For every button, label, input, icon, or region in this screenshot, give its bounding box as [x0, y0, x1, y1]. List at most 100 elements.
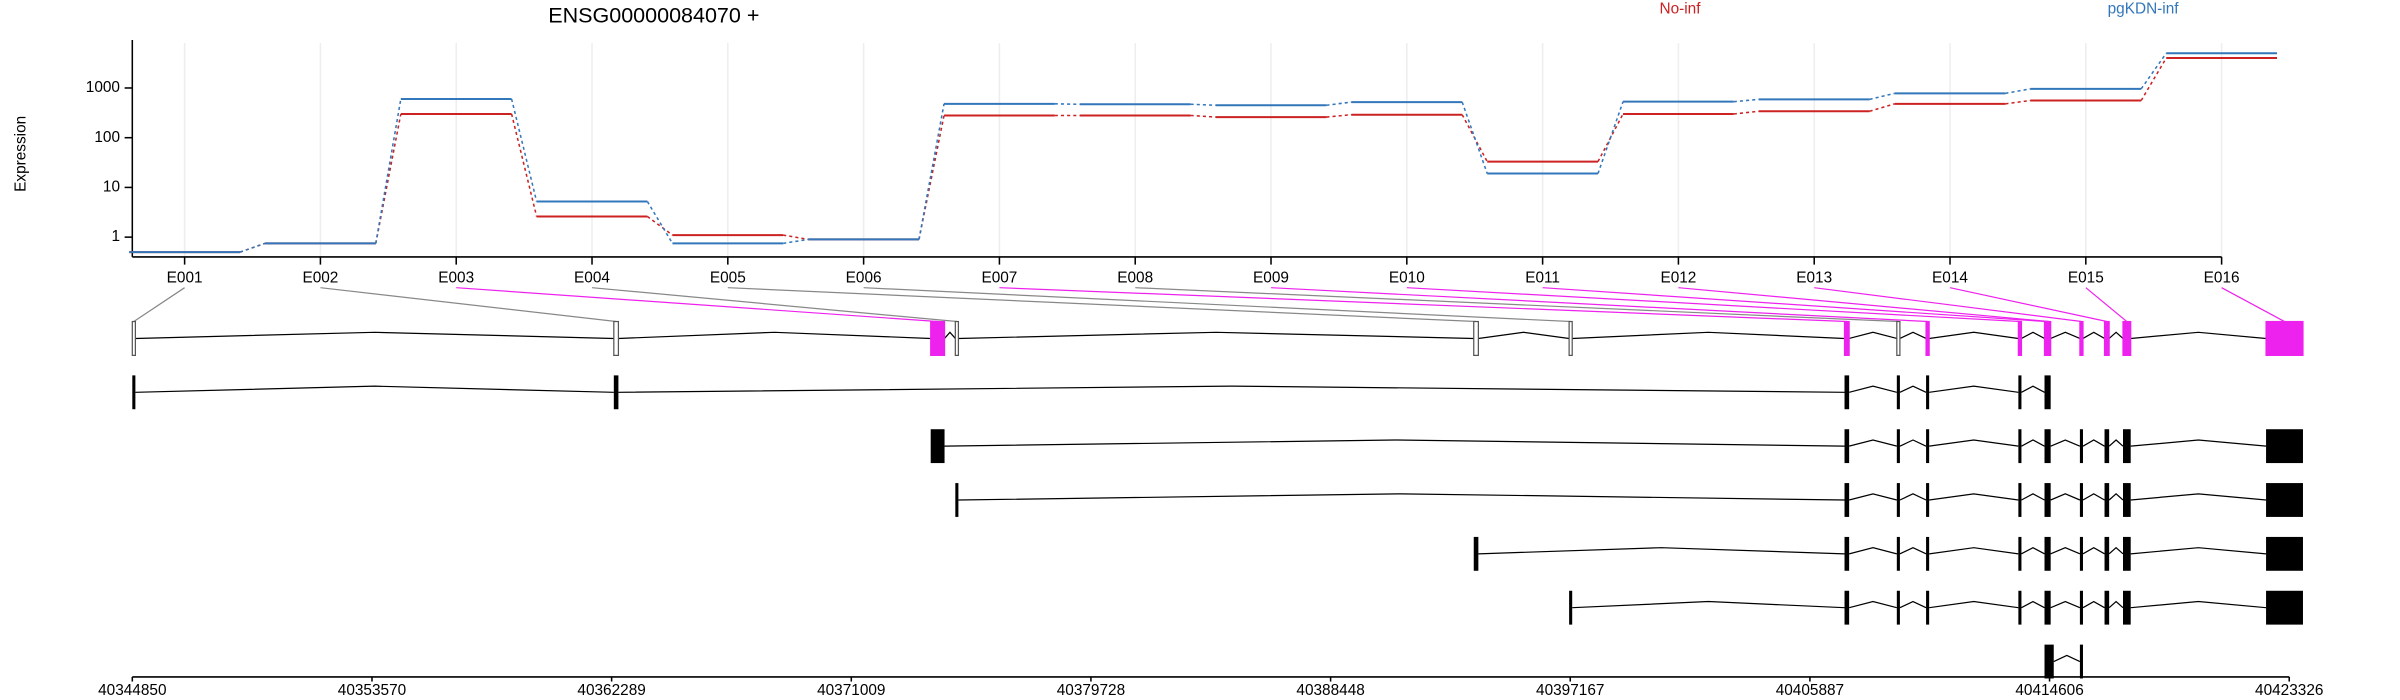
transcript-exon: [2123, 536, 2131, 571]
union-exon: [1843, 320, 1850, 356]
transcript-intron: [2108, 439, 2124, 447]
union-exon: [1473, 320, 1479, 356]
transcript-exon: [1926, 375, 1930, 410]
union-intron: [1478, 331, 1570, 340]
x-tick-label: E015: [2068, 270, 2104, 287]
transcript-intron: [1899, 493, 1927, 501]
union-intron: [944, 331, 956, 339]
union-intron: [1572, 331, 1845, 340]
step-connector: [1733, 98, 1759, 103]
transcript-intron: [2021, 546, 2045, 555]
transcript-exon: [1844, 375, 1850, 410]
step-connector: [239, 242, 266, 253]
transcript-intron: [2108, 493, 2124, 501]
transcript-intron: [2021, 600, 2045, 609]
genome-tick-label: 40423326: [2255, 682, 2323, 699]
transcript-exon: [955, 483, 959, 517]
bin-connector: [456, 287, 938, 323]
union-intron: [2050, 331, 2081, 340]
transcript-intron: [1929, 439, 2019, 447]
x-tick-label: E001: [167, 270, 203, 287]
transcript-exon: [2266, 536, 2303, 571]
transcript-intron: [618, 385, 1845, 393]
transcript-exon: [2266, 429, 2303, 464]
transcript-intron: [2021, 493, 2045, 501]
step-connector: [783, 234, 809, 241]
step-connector: [1190, 103, 1216, 106]
union-exon: [2079, 320, 2084, 356]
bin-connector: [1814, 287, 2082, 323]
transcript-intron: [2053, 654, 2081, 663]
transcript-exon: [1896, 375, 1900, 410]
transcript-exon: [1926, 536, 1930, 571]
union-intron: [958, 331, 1474, 340]
step-connector: [1190, 114, 1216, 118]
step-connector: [646, 201, 674, 244]
union-exon: [954, 320, 960, 356]
step-connector: [783, 238, 809, 245]
transcript-intron: [1848, 493, 1897, 501]
bin-connector: [863, 287, 1571, 323]
bin-connector: [1135, 287, 1899, 323]
transcript-intron: [1899, 439, 1927, 447]
step-connector: [2140, 52, 2167, 90]
transcript-exon: [2044, 536, 2051, 571]
transcript-exon: [2079, 536, 2083, 571]
transcript-intron: [1848, 600, 1897, 609]
transcript-exon: [2079, 483, 2083, 517]
union-exon: [1925, 320, 1930, 356]
transcript-exon: [2044, 590, 2051, 625]
transcript-intron: [1929, 493, 2019, 501]
bin-connector: [2221, 287, 2285, 323]
genome-tick-label: 40362289: [577, 682, 645, 699]
union-intron: [1848, 331, 1897, 340]
union-intron: [2130, 331, 2267, 340]
transcript-exon: [1473, 536, 1479, 571]
step-connector: [1326, 113, 1352, 118]
transcript-exon: [1926, 429, 1930, 464]
x-tick-label: E003: [438, 270, 474, 287]
transcript-intron: [1848, 439, 1897, 447]
transcript-exon: [2266, 483, 2303, 517]
x-tick-label: E005: [710, 270, 746, 287]
transcript-intron: [2082, 439, 2105, 447]
step-connector: [1597, 101, 1624, 174]
y-tick-label: 1: [111, 228, 120, 245]
transcript-intron: [2130, 439, 2267, 447]
step-connector: [1869, 103, 1895, 113]
union-exon: [1896, 320, 1901, 356]
transcript-exon: [2123, 590, 2131, 625]
y-axis-label: Expression: [13, 116, 30, 192]
genome-tick-label: 40388448: [1296, 682, 1364, 699]
transcript-exon: [930, 429, 945, 464]
transcript-exon: [2104, 429, 2110, 464]
y-tick-label: 10: [103, 178, 120, 195]
transcript-exon: [2018, 483, 2022, 517]
transcript-exon: [1844, 429, 1850, 464]
step-connector: [2140, 57, 2167, 101]
transcript-intron: [1929, 385, 2019, 393]
step-connector: [1326, 101, 1352, 106]
transcript-exon: [1896, 536, 1900, 571]
x-tick-label: E002: [302, 270, 338, 287]
transcript-exon: [1896, 483, 1900, 517]
transcript-exon: [2123, 483, 2131, 517]
transcript-exon: [2079, 590, 2083, 625]
bin-connector: [1678, 287, 2050, 323]
x-tick-label: E010: [1389, 270, 1425, 287]
x-tick-label: E013: [1796, 270, 1832, 287]
transcript-intron: [2108, 546, 2124, 555]
transcript-exon: [2018, 429, 2022, 464]
x-tick-label: E004: [574, 270, 610, 287]
genome-tick-label: 40379728: [1057, 682, 1125, 699]
transcript-exon: [1844, 536, 1850, 571]
transcript-exon: [2123, 429, 2131, 464]
transcript-intron: [2130, 547, 2267, 555]
transcript-intron: [1929, 547, 2019, 555]
step-connector: [510, 98, 538, 202]
step-connector: [646, 215, 673, 236]
y-tick-label: 100: [94, 129, 120, 146]
bin-connector: [1949, 287, 2107, 323]
transcript-exon: [2266, 590, 2303, 625]
